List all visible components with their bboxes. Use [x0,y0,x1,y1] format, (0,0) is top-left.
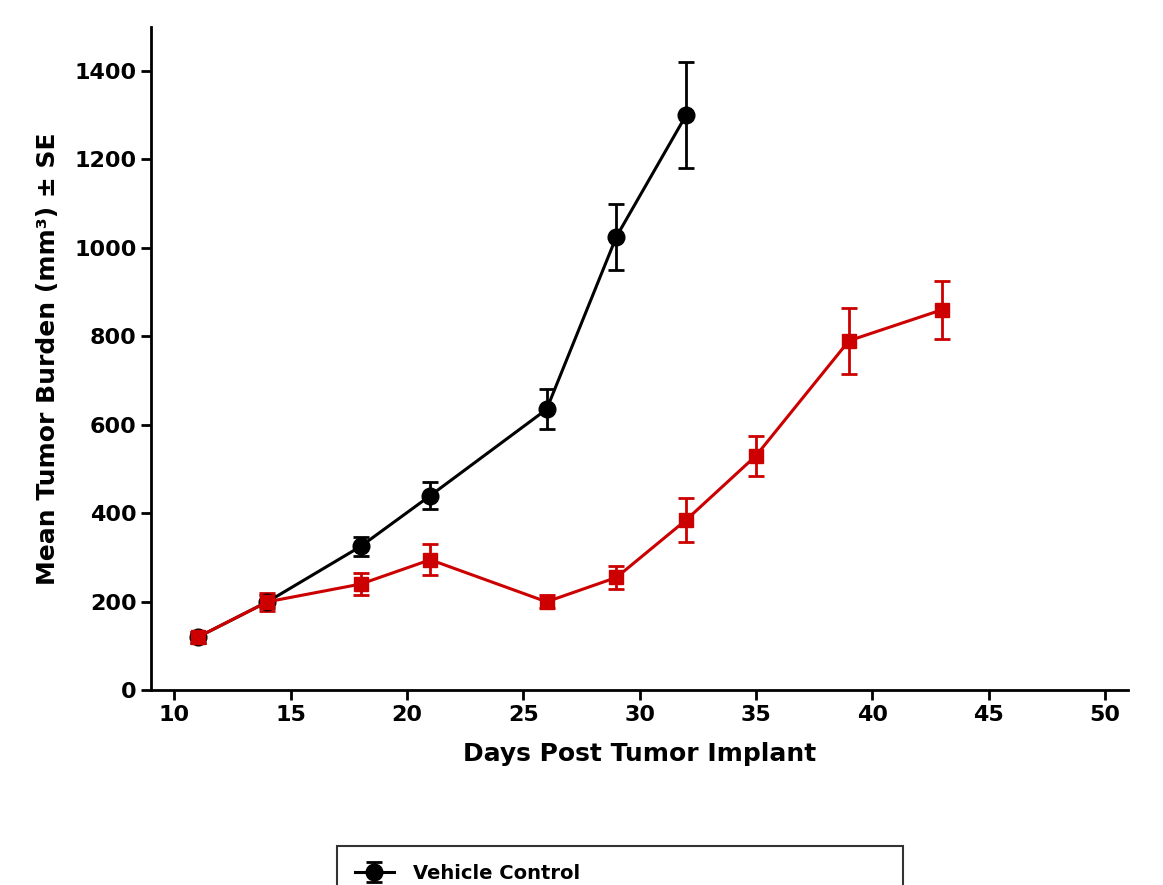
Legend: Vehicle Control, Paclitaxel, 15mg/kg, IV, D11, 13, 15, 17, 19: Vehicle Control, Paclitaxel, 15mg/kg, IV… [337,846,904,885]
Y-axis label: Mean Tumor Burden (mm³) ± SE: Mean Tumor Burden (mm³) ± SE [36,132,60,585]
X-axis label: Days Post Tumor Implant: Days Post Tumor Implant [463,742,816,766]
